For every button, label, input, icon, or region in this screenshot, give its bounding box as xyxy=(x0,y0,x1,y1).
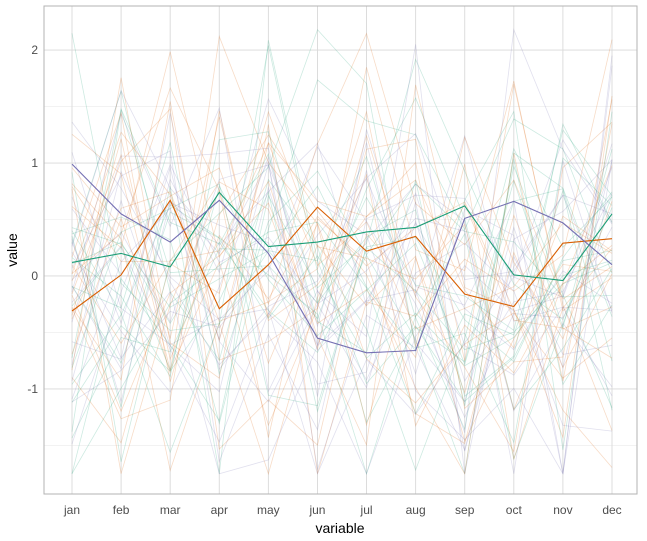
background-series-line xyxy=(71,65,613,475)
background-series-line xyxy=(71,28,613,462)
minor-gridlines xyxy=(44,106,637,446)
background-series-line xyxy=(71,51,613,447)
background-series-line xyxy=(71,89,613,396)
x-tick-label: jul xyxy=(360,503,373,517)
background-series-line xyxy=(71,163,613,460)
background-series-line xyxy=(71,35,613,404)
x-tick-label: apr xyxy=(211,503,228,517)
background-series-line xyxy=(71,134,613,366)
background-series-line xyxy=(71,160,613,474)
background-series-line xyxy=(71,55,613,474)
background-series-line xyxy=(71,111,613,475)
background-series-line xyxy=(71,194,613,452)
x-tick-label: may xyxy=(257,503,280,517)
background-series-line xyxy=(71,58,613,474)
background-series-line xyxy=(71,97,613,432)
plot-background xyxy=(44,6,637,494)
y-tick-label: 2 xyxy=(31,43,38,57)
background-series-line xyxy=(71,142,613,376)
background-series-line xyxy=(71,185,613,372)
background-series-line xyxy=(71,45,613,454)
highlighted-series-lines xyxy=(71,163,613,354)
background-series-line xyxy=(71,143,613,475)
background-series-line xyxy=(71,150,613,464)
highlighted-series-line xyxy=(71,163,613,354)
background-series-line xyxy=(71,110,613,444)
x-tick-label: sep xyxy=(455,503,475,517)
highlighted-series-line xyxy=(71,191,613,282)
x-tick-label: dec xyxy=(602,503,621,517)
background-series-line xyxy=(71,188,613,474)
x-tick-label: jan xyxy=(63,503,80,517)
y-axis-tick-labels: -1 0 1 2 xyxy=(27,43,38,396)
x-tick-label: jun xyxy=(308,503,325,517)
background-series-line xyxy=(71,32,613,306)
background-series-line xyxy=(71,106,613,432)
background-series-line xyxy=(71,138,613,468)
background-series-line xyxy=(71,99,613,420)
background-series-line xyxy=(71,190,613,413)
background-series-line xyxy=(71,131,613,349)
x-axis-title: variable xyxy=(315,520,364,536)
background-series-line xyxy=(71,107,613,408)
background-series-line xyxy=(71,142,613,403)
x-tick-label: nov xyxy=(553,503,572,517)
background-series-line xyxy=(71,116,613,427)
background-series-line xyxy=(71,39,613,474)
background-series-line xyxy=(71,163,613,445)
x-tick-label: oct xyxy=(506,503,523,517)
background-series-line xyxy=(71,67,613,381)
major-gridlines xyxy=(44,6,637,494)
plot-panel-border xyxy=(43,5,638,495)
background-series-line xyxy=(71,227,613,402)
background-series-line xyxy=(71,195,613,476)
background-series-line xyxy=(71,79,613,425)
y-tick-label: 0 xyxy=(31,269,38,283)
background-series-line xyxy=(71,110,613,347)
y-tick-label: -1 xyxy=(27,382,38,396)
background-series-line xyxy=(71,189,613,474)
background-series-line xyxy=(71,86,613,443)
y-tick-label: 1 xyxy=(31,156,38,170)
x-tick-label: feb xyxy=(113,503,130,517)
background-series-line xyxy=(71,84,613,431)
y-axis-title: value xyxy=(4,233,20,267)
background-series-line xyxy=(71,160,613,470)
background-series-line xyxy=(71,165,613,476)
background-series-line xyxy=(71,152,613,474)
background-series-line xyxy=(71,28,613,433)
background-series-line xyxy=(71,121,613,453)
background-series-line xyxy=(71,138,613,475)
background-series-line xyxy=(71,97,613,474)
background-series-line xyxy=(71,33,613,398)
background-series-line xyxy=(71,129,613,378)
highlighted-series-line xyxy=(71,199,613,312)
background-series-line xyxy=(71,108,613,450)
x-axis-tick-labels: jan feb mar apr may jun jul aug sep oct nov dec xyxy=(63,503,622,517)
background-series-line xyxy=(71,40,613,474)
x-tick-label: aug xyxy=(406,503,426,517)
x-tick-label: mar xyxy=(160,503,181,517)
background-series-line xyxy=(71,121,613,419)
background-series-line xyxy=(71,222,613,475)
background-series-line xyxy=(71,44,613,474)
